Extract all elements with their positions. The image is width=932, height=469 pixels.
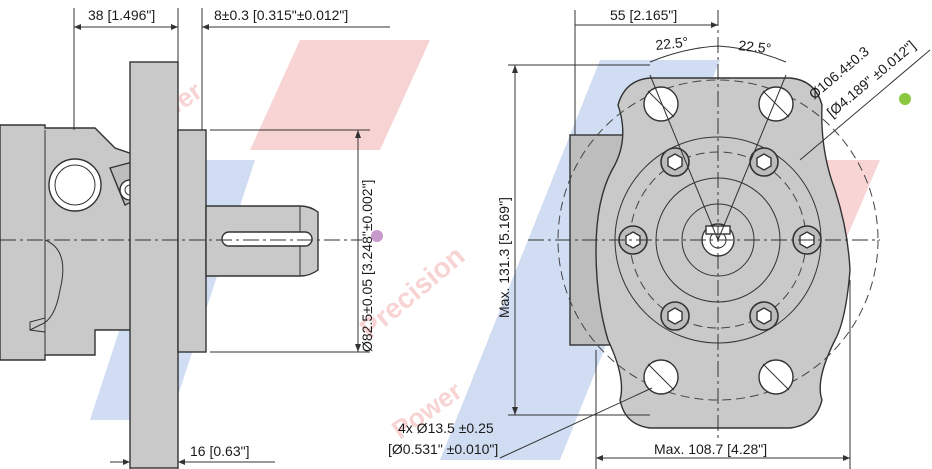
label-flange-thickness: 8±0.3 [0.315"±0.012"] [214,7,348,23]
flange [129,61,179,469]
label-max-height: Max. 131.3 [5.169"] [496,197,512,318]
bolt-circle [557,79,879,401]
keyway [221,231,313,247]
label-holes-1: 4x Ø13.5 ±0.25 [398,420,494,436]
marker-dot-pink [371,230,383,242]
port-inner [54,164,96,206]
watermark-shape-red [250,40,430,150]
leader-bolt-circle [799,49,931,161]
side-view: 38 [1.496"] 8±0.3 [0.315"±0.012"] Ø82.5±… [0,7,390,469]
label-pilot-diameter: Ø82.5±0.05 [3.248"±0.002"] [359,180,375,352]
label-angle-right: 22.5° [738,37,772,56]
marker-dot-green [899,93,911,105]
socket-bolts [618,147,822,331]
pilot [177,129,207,353]
port-outer [48,158,102,212]
label-holes-2: [Ø0.531" ±0.010"] [388,441,498,457]
label-pilot-depth: 16 [0.63"] [190,443,249,459]
label-angle-left: 22.5° [655,34,689,53]
leader-holes [499,387,653,459]
label-side-length: 38 [1.496"] [88,7,155,23]
label-max-width: Max. 108.7 [4.28"] [654,441,767,457]
label-bolt-offset: 55 [2.165"] [610,7,677,23]
